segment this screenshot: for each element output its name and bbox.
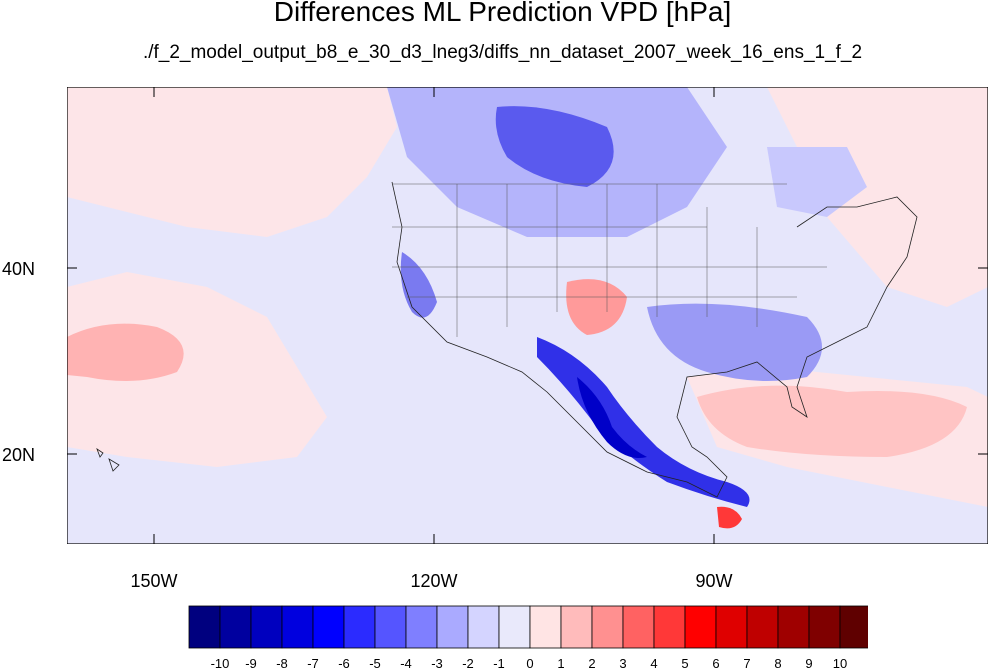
colorbar-swatch — [312, 605, 345, 649]
colorbar-label: -4 — [400, 656, 412, 671]
difference-map — [67, 87, 988, 544]
dark-blue-band-mexico — [537, 337, 750, 507]
dark-blue-north — [495, 106, 614, 187]
colorbar-swatch — [746, 605, 779, 649]
map-ticks — [67, 87, 988, 544]
colorbar-label: 10 — [832, 656, 848, 671]
map-title: Differences ML Prediction VPD [hPa] — [273, 0, 732, 27]
pink-region-pacific-mid — [67, 272, 327, 467]
colorbar-swatch — [498, 605, 531, 649]
colorbar-label: -7 — [307, 656, 319, 671]
colorbar-label: -8 — [276, 656, 288, 671]
pink-region-pacific-north — [67, 87, 397, 237]
salmon-patch-southwest — [566, 279, 627, 335]
lat-label-20n: 20N — [2, 445, 36, 465]
colorbar-label: 3 — [619, 656, 627, 671]
colorbar-label: 1 — [557, 656, 565, 671]
colorbar-swatch — [591, 605, 624, 649]
state-boundaries — [392, 183, 827, 337]
colorbar-label: 2 — [588, 656, 596, 671]
colorbar-label: -5 — [369, 656, 381, 671]
salmon-patch-atlantic — [697, 385, 967, 457]
colorbar-label: 4 — [650, 656, 658, 671]
colorbar-swatch — [219, 605, 252, 649]
lon-label-120w: 120W — [410, 571, 458, 591]
colorbar-swatch — [405, 605, 438, 649]
north-america-coastline — [391, 181, 918, 498]
colorbar-label: 5 — [681, 656, 689, 671]
colorbar-label: -3 — [431, 656, 443, 671]
colorbar-swatch — [777, 605, 810, 649]
deep-blue-core-mexico — [577, 377, 647, 458]
colorbar-swatch — [715, 605, 748, 649]
colorbar-swatch — [281, 605, 314, 649]
blue-region-southeast — [647, 303, 822, 381]
lon-label-90w: 90W — [695, 571, 733, 591]
colorbar-swatch — [436, 605, 469, 649]
colorbar-swatch — [343, 605, 376, 649]
colorbar-swatch — [529, 605, 562, 649]
colorbar-swatch — [839, 605, 868, 649]
colorbar-label: 9 — [805, 656, 813, 671]
colorbar-swatch — [622, 605, 655, 649]
colorbar — [188, 605, 868, 649]
map-subtitle: ./f_2_model_output_b8_e_30_d3_lneg3/diff… — [142, 42, 863, 63]
colorbar-label: 6 — [712, 656, 720, 671]
colorbar-swatch — [250, 605, 283, 649]
colorbar-label: 0 — [526, 656, 534, 671]
colorbar-label: -6 — [338, 656, 350, 671]
lon-label-150w: 150W — [130, 571, 178, 591]
colorbar-swatch — [560, 605, 593, 649]
colorbar-swatch — [808, 605, 841, 649]
colorbar-swatch — [188, 605, 221, 649]
lat-label-40n: 40N — [2, 259, 36, 279]
salmon-patch-pacific — [67, 323, 184, 381]
colorbar-swatch — [653, 605, 686, 649]
blue-region-east — [767, 147, 867, 217]
colorbar-swatch — [374, 605, 407, 649]
pink-region-atlantic — [767, 87, 988, 307]
colorbar-label: -10 — [210, 656, 230, 671]
colorbar-swatch — [684, 605, 717, 649]
colorbar-swatch — [467, 605, 500, 649]
hawaii-islands — [96, 447, 120, 472]
colorbar-label: -2 — [462, 656, 474, 671]
colorbar-label: 7 — [743, 656, 751, 671]
colorbar-label: 8 — [774, 656, 782, 671]
colorbar-label: -9 — [245, 656, 257, 671]
red-spot-central-america — [717, 506, 742, 529]
colorbar-label: -1 — [493, 656, 505, 671]
